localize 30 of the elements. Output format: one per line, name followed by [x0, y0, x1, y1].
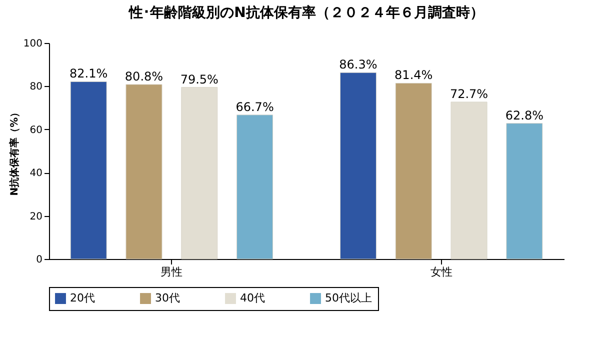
y-tick-label: 100 [23, 38, 42, 50]
legend-label: 20代 [70, 292, 95, 305]
data-label: 79.5% [180, 72, 218, 86]
data-label: 86.3% [339, 58, 378, 72]
bar [181, 87, 218, 260]
bar [395, 82, 432, 260]
x-tick-label: 男性 [160, 266, 183, 278]
data-label: 82.1% [70, 66, 108, 81]
bar [340, 72, 376, 260]
chart-title: 性･年齢階級別のN抗体保有率（２０２４年６月調査時） [128, 4, 484, 21]
legend-label: 40代 [240, 292, 265, 305]
data-label: 66.7% [236, 100, 274, 114]
y-tick-label: 60 [30, 124, 42, 136]
bar [506, 123, 543, 260]
data-label: 62.8% [505, 108, 544, 122]
y-tick-label: 40 [30, 168, 42, 180]
bar [70, 81, 107, 260]
y-axis-title: N抗体保有率（%） [8, 107, 20, 196]
x-tick-label: 女性 [430, 266, 452, 278]
y-tick-label: 0 [36, 254, 42, 266]
legend-label: 50代以上 [325, 292, 372, 305]
data-label: 72.7% [450, 86, 488, 101]
data-label: 80.8% [124, 69, 164, 84]
bar [236, 114, 274, 260]
y-tick-label: 20 [30, 211, 42, 222]
bar [126, 84, 162, 260]
bar [450, 102, 488, 260]
legend-label: 30代 [155, 292, 180, 305]
data-label: 81.4% [394, 68, 433, 82]
y-tick-label: 80 [30, 82, 42, 93]
